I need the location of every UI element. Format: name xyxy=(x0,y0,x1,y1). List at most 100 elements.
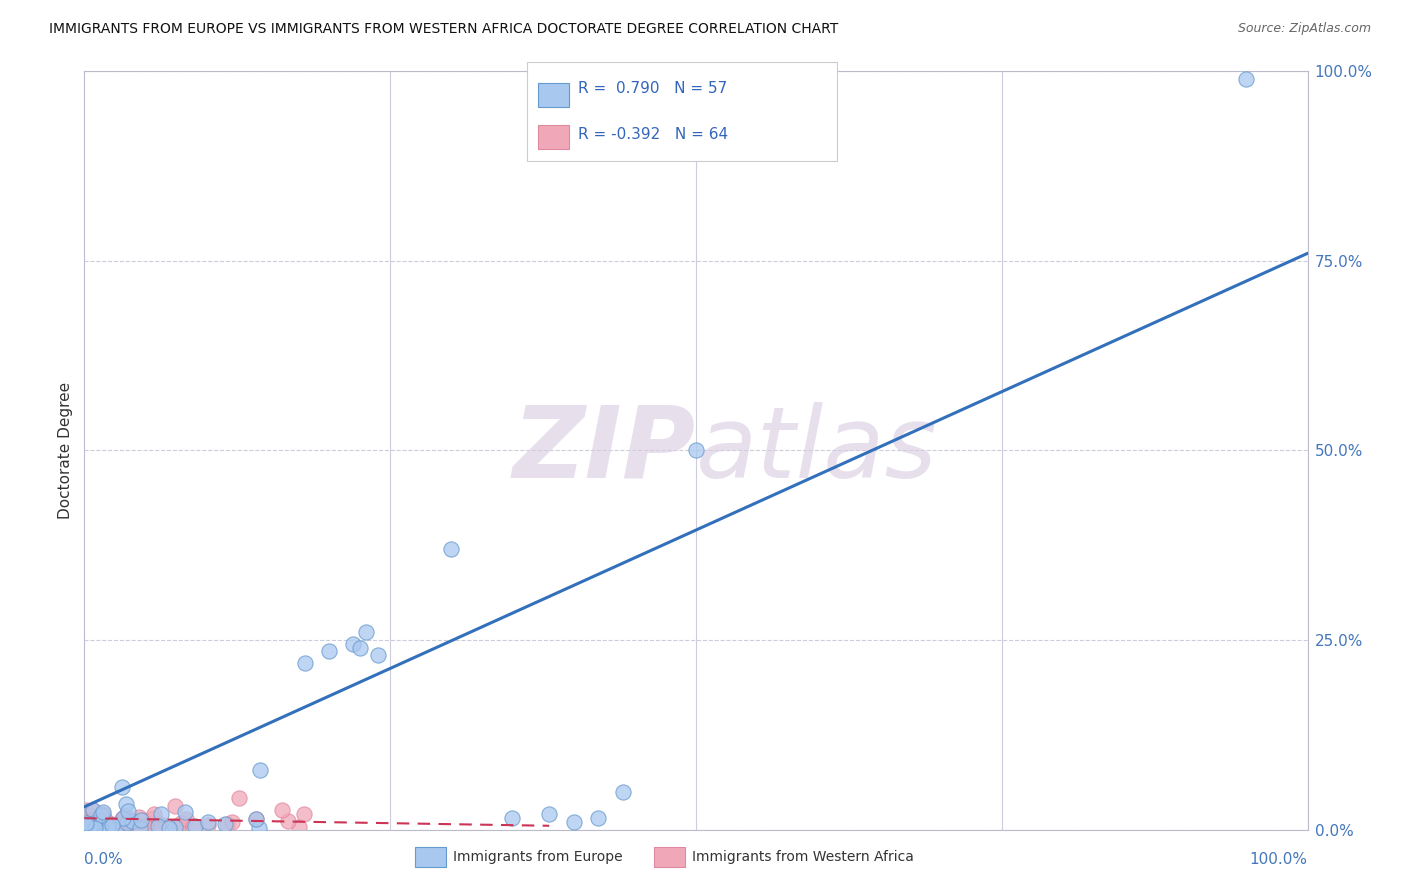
Point xyxy=(76,820,98,834)
Y-axis label: Doctorate Degree: Doctorate Degree xyxy=(58,382,73,519)
Point xyxy=(440,541,463,557)
Point xyxy=(111,811,134,825)
Point xyxy=(146,818,169,832)
Point xyxy=(75,803,97,817)
Point xyxy=(136,821,159,835)
Point xyxy=(84,821,107,835)
Point xyxy=(214,817,236,831)
Point xyxy=(96,822,118,837)
Point xyxy=(73,822,96,836)
Point xyxy=(150,806,173,821)
Point xyxy=(117,804,139,818)
Point xyxy=(75,818,97,832)
Point xyxy=(115,815,138,830)
Point xyxy=(367,648,389,662)
Point xyxy=(163,820,186,834)
Point xyxy=(97,819,120,833)
Point xyxy=(685,443,707,458)
Point xyxy=(115,797,138,811)
Point xyxy=(245,812,267,826)
Point xyxy=(76,816,98,830)
Point xyxy=(129,814,152,828)
Point xyxy=(79,807,101,822)
Text: Immigrants from Europe: Immigrants from Europe xyxy=(453,850,623,864)
Point xyxy=(75,819,97,833)
Point xyxy=(277,814,299,829)
Point xyxy=(318,644,340,658)
Point xyxy=(134,819,156,833)
Point xyxy=(82,813,104,827)
Point xyxy=(294,656,316,670)
Point xyxy=(91,805,114,820)
Point xyxy=(111,780,134,794)
Text: 100.0%: 100.0% xyxy=(1250,853,1308,867)
Point xyxy=(115,818,138,832)
Point xyxy=(115,816,138,830)
Point xyxy=(84,817,107,831)
Text: atlas: atlas xyxy=(696,402,938,499)
Point xyxy=(90,807,112,822)
Point xyxy=(98,816,121,830)
Point xyxy=(612,785,634,799)
Point xyxy=(89,813,111,827)
Point xyxy=(94,813,117,827)
Point xyxy=(107,817,129,831)
Point xyxy=(75,818,97,832)
Text: IMMIGRANTS FROM EUROPE VS IMMIGRANTS FROM WESTERN AFRICA DOCTORATE DEGREE CORREL: IMMIGRANTS FROM EUROPE VS IMMIGRANTS FRO… xyxy=(49,22,838,37)
Point xyxy=(80,822,103,836)
Point xyxy=(80,803,103,817)
Point xyxy=(197,818,219,832)
Point xyxy=(89,821,111,835)
Text: Immigrants from Western Africa: Immigrants from Western Africa xyxy=(692,850,914,864)
Point xyxy=(173,805,195,819)
Point xyxy=(91,807,114,822)
Point xyxy=(148,819,170,833)
Point xyxy=(82,818,104,832)
Point xyxy=(247,821,270,835)
Point xyxy=(184,819,207,833)
Point xyxy=(76,821,98,835)
Point xyxy=(77,817,100,831)
Point xyxy=(87,822,110,837)
Point xyxy=(86,816,108,830)
Point xyxy=(157,822,180,836)
Point xyxy=(562,815,585,830)
Point xyxy=(97,822,120,837)
Point xyxy=(354,625,377,640)
Point xyxy=(82,815,104,830)
Point xyxy=(87,820,110,834)
Point xyxy=(131,822,153,836)
Point xyxy=(89,817,111,831)
Point xyxy=(228,790,250,805)
Point xyxy=(91,820,114,834)
Point xyxy=(107,822,129,836)
Point xyxy=(142,811,165,825)
Point xyxy=(79,820,101,834)
Point xyxy=(94,817,117,831)
Point xyxy=(271,803,294,817)
Point xyxy=(165,798,187,813)
Point xyxy=(83,820,105,834)
Point xyxy=(132,814,155,828)
Point xyxy=(586,811,609,825)
Point xyxy=(288,820,311,834)
Point xyxy=(117,822,139,837)
Text: ZIP: ZIP xyxy=(513,402,696,499)
Point xyxy=(86,822,108,837)
Point xyxy=(82,803,104,817)
Point xyxy=(86,819,108,833)
Text: R = -0.392   N = 64: R = -0.392 N = 64 xyxy=(578,127,728,142)
Point xyxy=(101,820,124,834)
Point xyxy=(100,817,122,831)
Point xyxy=(349,640,371,655)
Point xyxy=(174,812,197,826)
Point xyxy=(128,822,150,836)
Point xyxy=(104,822,127,836)
Point xyxy=(249,763,271,777)
Point xyxy=(342,637,364,651)
Point xyxy=(83,820,105,834)
Point xyxy=(245,812,267,826)
Text: Source: ZipAtlas.com: Source: ZipAtlas.com xyxy=(1237,22,1371,36)
Point xyxy=(167,820,190,834)
Point xyxy=(79,819,101,833)
